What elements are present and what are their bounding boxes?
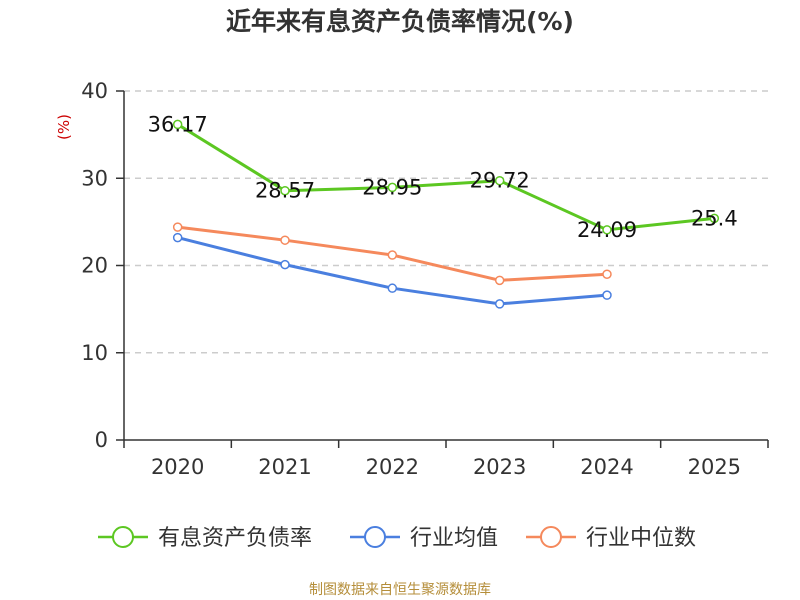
data-label: 28.57: [255, 179, 315, 203]
axes: 0 10 20 30 40 2020 2021 2022 2023 2024 2025 (%): [55, 79, 769, 479]
series-line: [177, 236, 608, 306]
legend-marker: [540, 526, 562, 548]
data-label: 36.17: [148, 112, 208, 136]
legend-label: 行业中位数: [586, 526, 696, 551]
series-line: [176, 123, 715, 232]
data-point: [387, 250, 398, 260]
data-point: [709, 213, 720, 224]
data-label: 25.4: [691, 206, 738, 230]
data-labels: 36.17 28.57 28.95 29.72 24.09 25.4: [148, 112, 738, 241]
data-label: 29.72: [470, 169, 530, 193]
legend-marker: [364, 526, 386, 548]
data-label: 24.09: [577, 218, 637, 242]
data-point: [280, 185, 290, 196]
x-tick-label: 2020: [151, 455, 204, 479]
data-point: [172, 222, 183, 232]
x-tick-label: 2024: [580, 455, 633, 479]
y-axis-label: (%): [55, 114, 73, 140]
legend-label: 有息资产负债率: [158, 526, 312, 551]
x-tick-label: 2022: [366, 455, 419, 479]
data-label: 28.95: [362, 175, 422, 199]
y-tick-label: 30: [81, 166, 108, 190]
y-tick-label: 0: [95, 428, 108, 452]
x-tick-label: 2025: [688, 455, 741, 479]
data-point: [280, 235, 290, 245]
data-point: [494, 299, 505, 309]
x-tick-label: 2021: [258, 455, 311, 479]
data-point: [602, 269, 612, 279]
source-note: 制图数据来自恒生聚源数据库: [309, 582, 491, 598]
data-point: [172, 119, 183, 130]
data-point: [494, 275, 505, 286]
chart-title: 近年来有息资产负债率情况(%): [226, 7, 574, 36]
series-lines: [172, 119, 720, 309]
data-point: [280, 259, 290, 270]
legend-label: 行业均值: [410, 526, 498, 551]
x-tick-label: 2023: [473, 455, 526, 479]
legend: 有息资产负债率 行业均值 行业中位数: [98, 526, 696, 551]
data-point: [387, 182, 398, 193]
data-point: [172, 232, 183, 243]
gridlines: [124, 90, 768, 354]
y-tick-label: 10: [81, 341, 108, 365]
data-point: [602, 225, 612, 235]
data-point: [602, 290, 612, 300]
legend-marker: [112, 526, 134, 548]
data-point: [494, 175, 505, 186]
y-tick-label: 20: [81, 254, 108, 278]
data-point: [387, 283, 398, 293]
y-tick-label: 40: [81, 79, 108, 103]
